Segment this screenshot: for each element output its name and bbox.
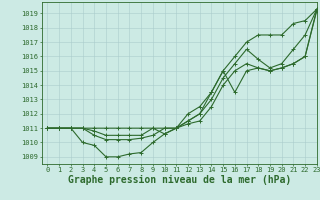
X-axis label: Graphe pression niveau de la mer (hPa): Graphe pression niveau de la mer (hPa)	[68, 175, 291, 185]
